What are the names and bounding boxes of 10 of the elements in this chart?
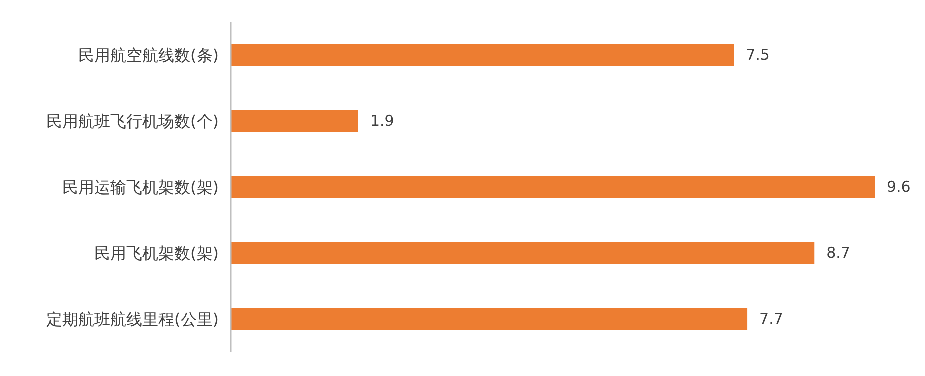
data-label: 8.7 — [826, 244, 850, 262]
data-label: 7.7 — [760, 310, 784, 328]
data-label: 7.5 — [746, 46, 770, 64]
y-tick-label: 民用飞机架数(架) — [94, 244, 219, 263]
data-label: 9.6 — [887, 178, 911, 196]
y-tick-label: 民用运输飞机架数(架) — [62, 178, 219, 197]
data-label: 1.9 — [370, 112, 394, 130]
y-tick-label: 定期航班航线里程(公里) — [46, 310, 219, 329]
y-tick-label: 民用航班飞行机场数(个) — [46, 112, 219, 131]
y-tick-label: 民用航空航线数(条) — [78, 46, 219, 65]
